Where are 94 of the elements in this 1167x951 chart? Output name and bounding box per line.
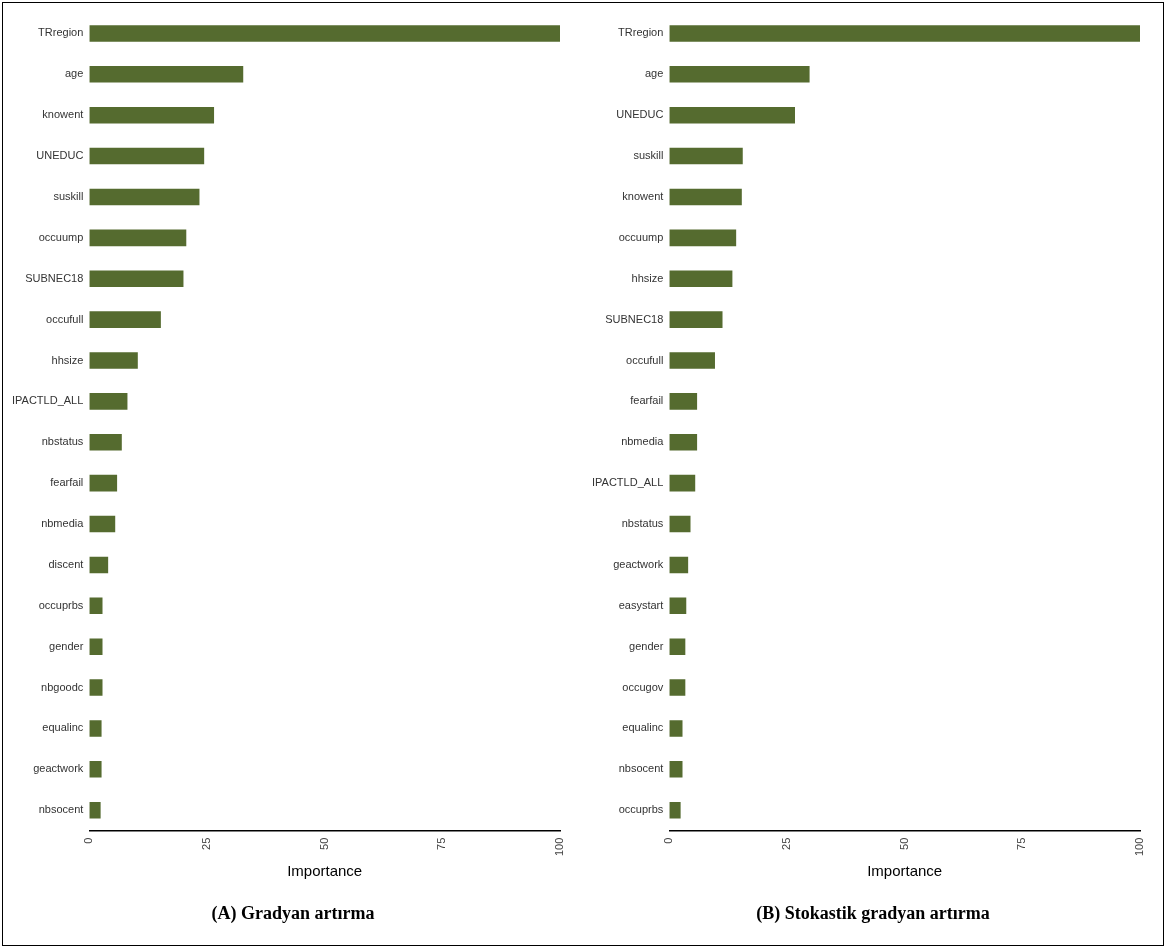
y-tick-label: suskill [633, 149, 664, 162]
bar [89, 229, 187, 247]
y-tick-label: SUBNEC18 [605, 312, 664, 325]
y-tick-label: UNEDUC [616, 108, 664, 121]
bar [669, 311, 723, 328]
y-tick-label: nbsocent [618, 762, 664, 775]
bar [669, 801, 681, 819]
y-tick-label: fearfail [50, 476, 84, 489]
bar [669, 393, 698, 410]
x-tick-label: 50 [317, 837, 330, 850]
bar [89, 638, 103, 655]
y-tick-label: TRregion [38, 26, 84, 39]
y-tick-label: equalinc [622, 721, 664, 734]
y-tick-label: occuump [618, 230, 664, 243]
bar [89, 761, 102, 778]
y-tick-label: gender [49, 639, 84, 652]
y-tick-label: IPACTLD_ALL [592, 476, 664, 489]
bar [669, 352, 715, 369]
x-tick-label: 25 [780, 837, 793, 850]
bar [89, 679, 103, 696]
y-tick-label: discent [48, 557, 84, 570]
y-tick-label: nbmedia [621, 435, 665, 448]
x-tick-label: 100 [1133, 837, 1146, 857]
y-tick-label: gender [629, 639, 664, 652]
y-tick-label: occufull [626, 353, 664, 366]
bar [669, 25, 1140, 42]
y-tick-label: easystart [618, 598, 664, 611]
bar [89, 106, 215, 124]
bar [89, 66, 244, 83]
x-tick-label: 50 [897, 837, 910, 850]
bar [89, 474, 118, 492]
y-tick-label: fearfail [630, 394, 664, 407]
bar [669, 106, 795, 124]
y-tick-label: occuprbs [38, 598, 84, 611]
y-tick-label: nbstatus [621, 517, 664, 530]
bar [669, 679, 686, 696]
bar [89, 393, 128, 410]
y-tick-label: occugov [622, 680, 664, 693]
y-tick-label: occuprbs [618, 803, 664, 816]
bar [89, 147, 205, 165]
bar [89, 188, 200, 206]
bar [89, 515, 116, 533]
bar [89, 720, 102, 737]
y-tick-label: knowent [42, 108, 84, 121]
y-tick-label: geactwork [613, 557, 664, 570]
bar [89, 433, 122, 451]
y-tick-label: hhsize [51, 353, 84, 366]
y-tick-label: UNEDUC [36, 149, 84, 162]
y-tick-label: geactwork [33, 762, 84, 775]
x-tick-label: 75 [435, 837, 448, 850]
bar [669, 188, 742, 206]
y-tick-label: age [64, 67, 84, 80]
bar [669, 515, 691, 533]
bar [669, 147, 743, 165]
bar [669, 597, 687, 615]
y-tick-label: knowent [622, 190, 664, 202]
y-tick-label: age [644, 67, 664, 80]
y-tick-label: nbstatus [41, 435, 84, 448]
bar [669, 270, 733, 288]
y-tick-label: nbgoodc [41, 680, 84, 693]
bar [669, 638, 686, 655]
x-tick-label: 75 [1015, 837, 1028, 850]
bar [89, 597, 103, 615]
y-tick-label: equalinc [42, 721, 84, 734]
bar [669, 720, 683, 737]
bar [669, 229, 737, 247]
y-tick-label: IPACTLD_ALL [12, 394, 84, 407]
x-tick-label: 0 [662, 837, 675, 844]
y-tick-label: hhsize [631, 271, 664, 284]
y-tick-label: occufull [46, 312, 84, 325]
bar [669, 66, 810, 83]
y-tick-label: suskill [53, 190, 84, 202]
x-tick-label: 0 [82, 837, 95, 844]
bar [669, 761, 683, 778]
bar [669, 433, 698, 451]
y-tick-label: occuump [38, 230, 84, 243]
text: (B) Stokastik gradyan artırma [755, 903, 991, 924]
bar [89, 25, 560, 42]
y-tick-label: SUBNEC18 [25, 271, 84, 284]
bar [89, 352, 138, 369]
bar [89, 270, 184, 288]
y-tick-label: nbsocent [38, 803, 84, 816]
bar [89, 311, 161, 328]
x-axis-title: Importance [287, 862, 363, 880]
text: (A) Gradyan artırma [210, 903, 376, 924]
x-tick-label: 25 [200, 837, 213, 850]
bar [89, 556, 109, 574]
bar [89, 801, 101, 819]
bar [669, 556, 689, 574]
y-tick-label: nbmedia [41, 517, 85, 530]
x-axis-title: Importance [867, 862, 943, 880]
y-tick-label: TRregion [618, 26, 664, 39]
bar [669, 474, 696, 492]
x-tick-label: 100 [553, 837, 566, 857]
